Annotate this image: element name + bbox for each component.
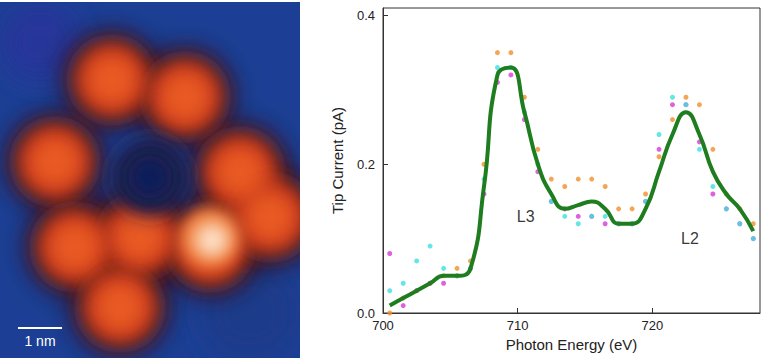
svg-text:L3: L3 [517,208,535,225]
svg-text:0.0: 0.0 [356,305,375,321]
svg-text:700: 700 [372,318,394,333]
svg-text:Photon Energy (eV): Photon Energy (eV) [506,336,638,353]
svg-text:0.4: 0.4 [357,8,375,23]
svg-text:L2: L2 [681,230,699,247]
svg-text:Tip Current (pA): Tip Current (pA) [329,107,346,214]
svg-text:720: 720 [641,318,663,333]
svg-text:0.2: 0.2 [357,157,375,172]
svg-text:1 nm: 1 nm [24,333,55,349]
svg-text:710: 710 [507,318,529,333]
